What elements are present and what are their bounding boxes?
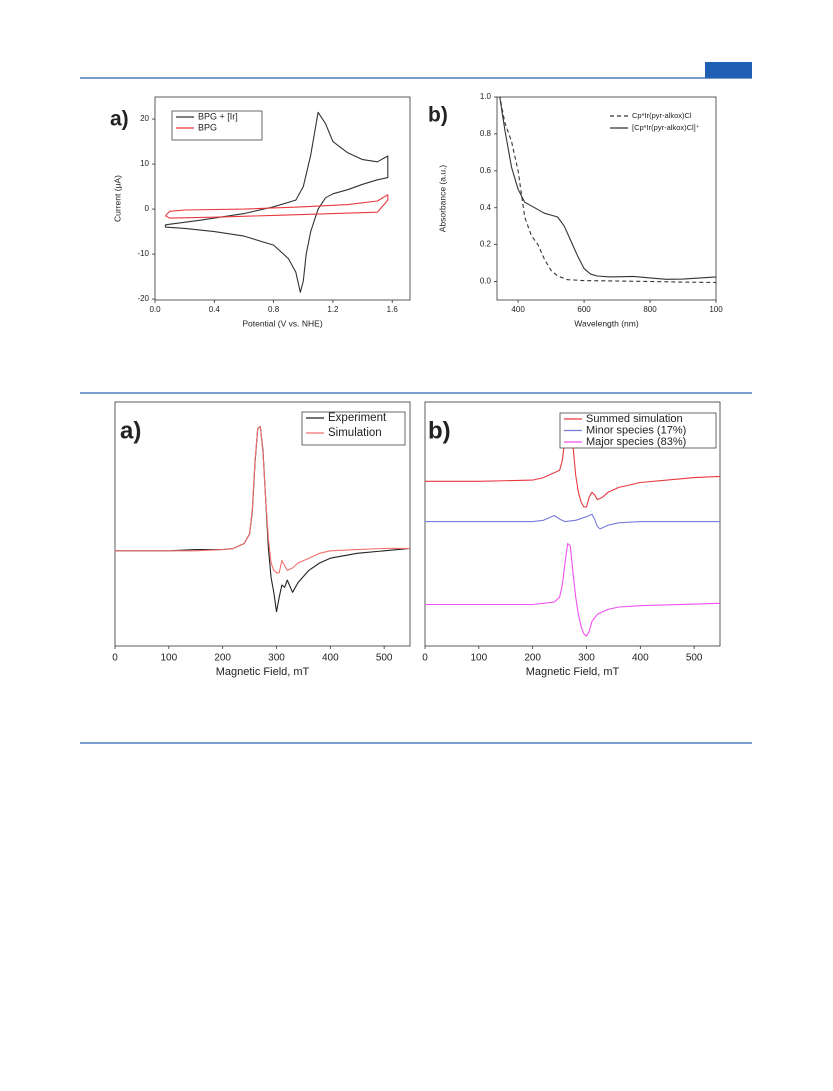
y-tick-label: 1.0 <box>480 92 492 101</box>
legend-label: Minor species (17%) <box>586 424 686 436</box>
series-line <box>425 542 720 637</box>
x-axis-label: Magnetic Field, mT <box>526 666 620 678</box>
x-tick-label: 500 <box>376 653 393 664</box>
legend-label: Simulation <box>328 427 382 439</box>
x-tick-label: 100 <box>160 653 177 664</box>
series-line <box>425 513 720 530</box>
y-tick-label: 0.2 <box>480 240 492 249</box>
series-line <box>164 111 389 293</box>
legend-label: Cp*Ir(pyr-alkox)Cl <box>632 111 692 120</box>
legend-label: Major species (83%) <box>586 436 686 448</box>
series-line <box>165 194 389 219</box>
x-tick-label: 100 <box>470 653 487 664</box>
legend-label: [Cp*Ir(pyr-alkox)Cl]⁺ <box>632 123 700 132</box>
x-tick-label: 500 <box>686 653 703 664</box>
plot-frame <box>154 96 411 301</box>
y-tick-label: -20 <box>137 294 149 303</box>
panel-label: a) <box>110 108 129 131</box>
x-tick-label: 300 <box>268 653 285 664</box>
y-tick-label: 0 <box>145 204 150 213</box>
x-tick-label: 0.4 <box>209 305 221 314</box>
x-tick-label: 600 <box>577 305 591 314</box>
x-tick-label: 400 <box>511 305 525 314</box>
legend-label: BPG <box>198 122 217 132</box>
panel-label: b) <box>428 104 448 127</box>
x-tick-label: 200 <box>524 653 541 664</box>
legend-box <box>171 110 263 141</box>
legend-label: BPG + [Ir] <box>198 111 238 121</box>
x-tick-label: 0 <box>422 653 428 664</box>
x-tick-label: 1.2 <box>327 305 339 314</box>
x-tick-label: 400 <box>322 653 339 664</box>
x-axis-label: Wavelength (nm) <box>574 318 639 328</box>
x-tick-label: 0 <box>112 653 118 664</box>
header-tab <box>705 62 752 78</box>
x-tick-label: 0.0 <box>149 305 161 314</box>
plot-frame <box>424 401 721 647</box>
y-tick-label: 10 <box>140 159 149 168</box>
y-tick-label: 0.4 <box>480 203 492 212</box>
x-tick-label: 100 <box>709 305 723 314</box>
y-tick-label: 0.0 <box>480 277 492 286</box>
y-axis-label: Absorbance (a.u.) <box>437 165 447 233</box>
y-axis-label: Current (μA) <box>112 175 122 222</box>
panel-label: a) <box>120 417 141 444</box>
legend-label: Experiment <box>328 412 387 424</box>
x-tick-label: 800 <box>643 305 657 314</box>
y-tick-label: 20 <box>140 114 149 123</box>
series-line <box>499 97 716 280</box>
panel-label: b) <box>428 417 451 444</box>
legend-box <box>559 412 717 449</box>
series-line <box>425 418 720 508</box>
x-tick-label: 400 <box>632 653 649 664</box>
x-axis-label: Potential (V vs. NHE) <box>242 318 322 328</box>
y-tick-label: -10 <box>137 249 149 258</box>
x-axis-label: Magnetic Field, mT <box>216 666 310 678</box>
series-line <box>115 425 410 574</box>
x-tick-label: 300 <box>578 653 595 664</box>
legend-label: Summed simulation <box>586 413 683 425</box>
x-tick-label: 1.6 <box>387 305 399 314</box>
plot-frame <box>496 96 717 301</box>
y-tick-label: 0.6 <box>480 166 492 175</box>
x-tick-label: 200 <box>214 653 231 664</box>
y-tick-label: 0.8 <box>480 129 492 138</box>
plot-frame <box>114 401 411 647</box>
x-tick-label: 0.8 <box>268 305 280 314</box>
